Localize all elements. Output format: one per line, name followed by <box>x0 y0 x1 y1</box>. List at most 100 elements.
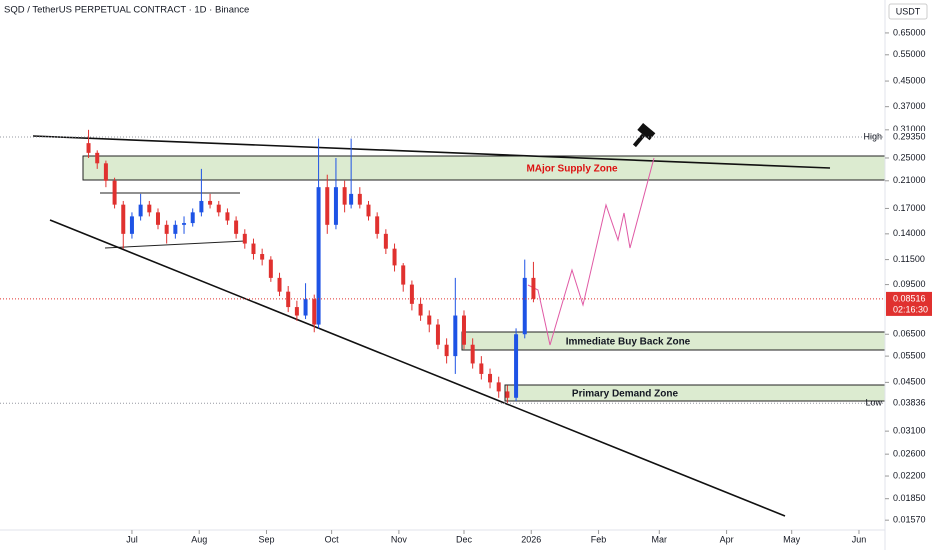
y-tick-label: 0.25000 <box>893 152 926 162</box>
candle-body <box>251 243 256 255</box>
candle-body <box>95 152 100 164</box>
annotation: MAjor Supply Zone <box>526 164 618 175</box>
y-tick-label: 0.31000 <box>893 124 926 134</box>
trend-line <box>32 135 831 169</box>
last-price-label: 0.08516 <box>893 293 926 303</box>
candle-body <box>488 373 493 383</box>
candle-body <box>138 204 143 217</box>
candle-body <box>190 212 195 224</box>
candle-body <box>349 193 354 205</box>
y-tick-label: 0.17000 <box>893 203 926 213</box>
y-tick-label: 0.09500 <box>893 279 926 289</box>
candle-body <box>112 180 117 205</box>
y-tick-label: 0.14000 <box>893 228 926 238</box>
candle-body <box>357 193 362 205</box>
gavel-icon <box>632 123 656 148</box>
plot-area: MAjor Supply Zone Immediate Buy Back Zon… <box>0 123 886 517</box>
y-tick-label: 0.55000 <box>893 49 926 59</box>
candle-body <box>522 277 527 335</box>
annotation: Immediate Buy Back Zone <box>566 337 691 348</box>
candle-body <box>409 284 414 304</box>
candle-body <box>294 307 299 316</box>
y-tick-label: 0.65000 <box>893 27 926 37</box>
candle-body <box>435 324 440 345</box>
candle-body <box>173 224 178 234</box>
x-tick-label: Jul <box>126 534 138 544</box>
candle-body <box>260 254 265 260</box>
candle-body <box>383 233 388 249</box>
candle-body <box>268 259 273 278</box>
demand-zone <box>504 384 886 402</box>
price-axis <box>885 0 932 550</box>
x-tick-label: Dec <box>456 534 473 544</box>
candle-body <box>182 223 187 225</box>
supply-zone <box>82 155 886 181</box>
candle-body <box>316 187 321 325</box>
x-tick-label: Feb <box>591 534 607 544</box>
candle-body <box>225 212 230 221</box>
y-tick-label: 0.03100 <box>893 426 926 436</box>
candle-body <box>129 216 134 234</box>
y-tick-label: 0.11500 <box>893 254 925 264</box>
y-tick-label: 0.37000 <box>893 101 926 111</box>
candle-body <box>531 277 536 299</box>
x-tick-label: Mar <box>652 534 668 544</box>
currency: USDT <box>896 6 921 16</box>
level-label: 0.03836 <box>893 398 926 408</box>
level-box <box>886 130 932 143</box>
candle-body <box>342 187 347 205</box>
x-tick-label: Oct <box>325 534 340 544</box>
y-tick-label: 0.06500 <box>893 329 926 339</box>
y-tick-label: 0.21000 <box>893 175 926 185</box>
candle-body <box>303 299 308 316</box>
level-label: 0.29350 <box>893 131 926 141</box>
x-tick-label: Apr <box>720 534 734 544</box>
candle-body <box>312 299 317 325</box>
channel-line <box>104 240 246 249</box>
candle-body <box>392 248 397 266</box>
candle-body <box>164 224 169 234</box>
currency-box <box>888 3 928 20</box>
candle-body <box>470 344 475 364</box>
x-tick-label: Aug <box>191 534 207 544</box>
candle-body <box>147 204 152 213</box>
y-tick-label: 0.45000 <box>893 75 926 85</box>
chart-title: SQD / TetherUS PERPETUAL CONTRACT · 1D ·… <box>4 5 249 16</box>
candle-body <box>496 382 501 392</box>
level-name: High <box>863 131 882 141</box>
level-box <box>886 397 932 410</box>
candle-body <box>242 233 247 244</box>
y-tick-label: 0.01570 <box>893 515 926 525</box>
y-tick-label: 0.01850 <box>893 493 926 503</box>
y-tick-label: 0.05500 <box>893 350 926 360</box>
candle-body <box>514 334 519 398</box>
candle-body <box>333 187 338 225</box>
candle-body <box>86 143 91 153</box>
candle-body <box>461 315 466 345</box>
x-tick-label: Jun <box>852 534 867 544</box>
candle-body <box>199 200 204 213</box>
candle-body <box>234 220 239 234</box>
candle-body <box>453 315 458 357</box>
candle-body <box>325 187 330 225</box>
x-tick-label: May <box>783 534 801 544</box>
candle-body <box>216 204 221 213</box>
x-tick-label: Sep <box>258 534 274 544</box>
last-price-box <box>886 291 932 316</box>
candle-body <box>505 391 510 398</box>
x-tick-label: Nov <box>391 534 408 544</box>
candle-body <box>401 265 406 285</box>
candle-body <box>375 216 380 234</box>
level-name: Low <box>865 398 882 408</box>
candle-body <box>208 200 213 205</box>
countdown: 02:16:30 <box>893 304 928 314</box>
candle-body <box>121 204 126 234</box>
candle-body <box>103 163 108 181</box>
candle-body <box>444 344 449 357</box>
candle-body <box>277 277 282 292</box>
y-tick-label: 0.02600 <box>893 449 926 459</box>
candle-body <box>479 363 484 374</box>
y-tick-label: 0.04500 <box>893 377 926 387</box>
